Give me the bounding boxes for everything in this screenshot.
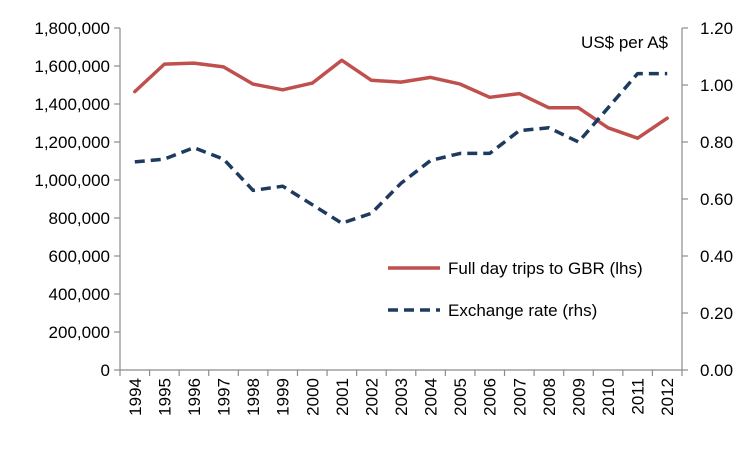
- x-axis-tick-label: 2005: [451, 378, 470, 416]
- right-axis-tick-label: 0.60: [700, 190, 733, 209]
- left-axis-tick-label: 1,400,000: [34, 95, 110, 114]
- x-axis-tick-label: 2007: [510, 378, 529, 416]
- right-axis-tick-label: 0.80: [700, 133, 733, 152]
- left-axis-tick-label: 1,600,000: [34, 57, 110, 76]
- x-axis-tick-label: 1994: [126, 378, 145, 416]
- right-axis-tick-label: 0.00: [700, 361, 733, 380]
- right-axis-tick-label: 1.20: [700, 19, 733, 38]
- x-axis-tick-label: 2000: [303, 378, 322, 416]
- x-axis-tick-label: 1999: [274, 378, 293, 416]
- x-axis-tick-label: 2012: [658, 378, 677, 416]
- legend: Full day trips to GBR (lhs) Exchange rate…: [388, 259, 643, 320]
- x-axis-tick-label: 1995: [155, 378, 174, 416]
- right-axis-ticks: 0.00 0.20 0.40 0.60 0.80 1.00 1.20: [682, 19, 733, 380]
- x-axis-tick-label: 2010: [599, 378, 618, 416]
- x-axis-tick-label: 2003: [392, 378, 411, 416]
- x-axis-tick-label: 2008: [540, 378, 559, 416]
- x-axis-tick-label: 2001: [333, 378, 352, 416]
- left-axis-tick-label: 200,000: [49, 323, 110, 342]
- right-axis-unit-label: US$ per A$: [581, 33, 668, 52]
- legend-label-exchange-rate: Exchange rate (rhs): [448, 301, 597, 320]
- left-axis-tick-label: 1,800,000: [34, 19, 110, 38]
- left-axis-ticks: 0 200,000 400,000 600,000 800,000 1,000,000 1,…: [34, 19, 120, 380]
- left-axis-tick-label: 600,000: [49, 247, 110, 266]
- left-axis-tick-label: 1,000,000: [34, 171, 110, 190]
- x-axis-tick-label: 2006: [481, 378, 500, 416]
- left-axis-tick-label: 0: [101, 361, 110, 380]
- right-axis-tick-label: 1.00: [700, 76, 733, 95]
- exchange-rate-line: [134, 71, 668, 225]
- x-axis-tick-label: 2009: [569, 378, 588, 416]
- right-axis-tick-label: 0.40: [700, 247, 733, 266]
- left-axis-tick-label: 800,000: [49, 209, 110, 228]
- series-layer: [133, 58, 669, 225]
- x-axis-tick-label: 2002: [362, 378, 381, 416]
- axes: [119, 28, 683, 371]
- right-axis-tick-label: 0.20: [700, 304, 733, 323]
- legend-label-day-trips: Full day trips to GBR (lhs): [448, 259, 643, 278]
- x-axis-ticks: 1994 1995 1996 1997 1998 1999 2000 2001 2002 2003…: [119, 370, 683, 416]
- x-axis-tick-label: 1996: [185, 378, 204, 416]
- x-axis-tick-label: 2011: [629, 378, 648, 415]
- day-trips-line: [133, 58, 669, 140]
- left-axis-tick-label: 1,200,000: [34, 133, 110, 152]
- x-axis-tick-label: 1997: [215, 378, 234, 416]
- left-axis-tick-label: 400,000: [49, 285, 110, 304]
- x-axis-tick-label: 2004: [422, 378, 441, 416]
- x-axis-tick-label: 1998: [244, 378, 263, 416]
